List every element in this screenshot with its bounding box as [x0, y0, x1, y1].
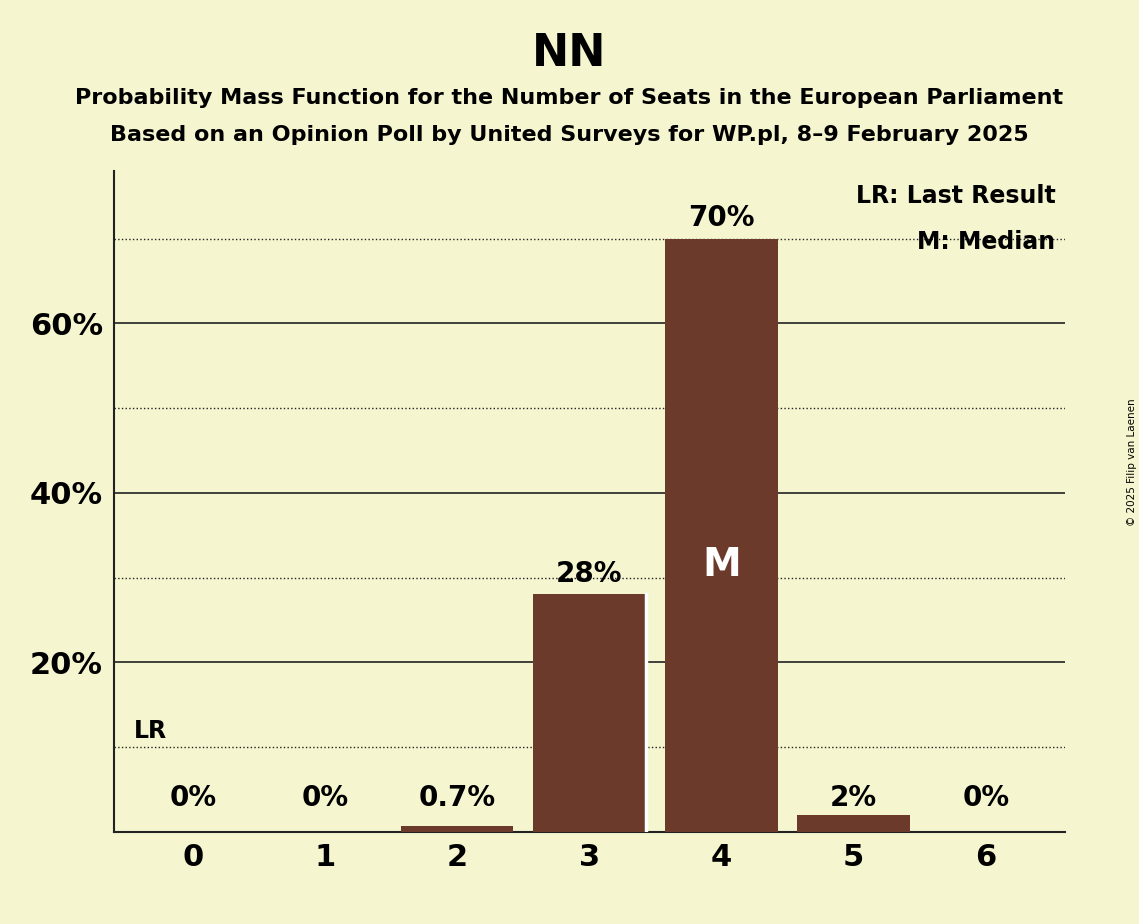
Bar — [797, 815, 910, 832]
Bar — [401, 826, 514, 832]
Text: 28%: 28% — [556, 560, 623, 588]
Text: 0%: 0% — [302, 784, 349, 811]
Text: M: Median: M: Median — [917, 230, 1056, 254]
Bar — [665, 238, 778, 832]
Text: Based on an Opinion Poll by United Surveys for WP.pl, 8–9 February 2025: Based on an Opinion Poll by United Surve… — [110, 125, 1029, 145]
Bar — [533, 594, 646, 832]
Text: Probability Mass Function for the Number of Seats in the European Parliament: Probability Mass Function for the Number… — [75, 88, 1064, 108]
Text: © 2025 Filip van Laenen: © 2025 Filip van Laenen — [1126, 398, 1137, 526]
Text: 2%: 2% — [830, 784, 877, 811]
Text: NN: NN — [532, 32, 607, 76]
Text: 0.7%: 0.7% — [419, 784, 495, 811]
Text: M: M — [702, 546, 740, 584]
Text: 0%: 0% — [170, 784, 216, 811]
Text: LR: Last Result: LR: Last Result — [855, 184, 1056, 208]
Text: 70%: 70% — [688, 204, 755, 232]
Text: 0%: 0% — [962, 784, 1009, 811]
Text: LR: LR — [133, 719, 166, 743]
